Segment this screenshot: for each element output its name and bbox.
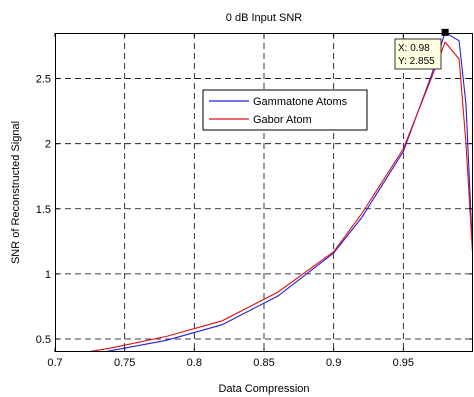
y-tick-label: 1.5	[36, 204, 51, 216]
data-tip-marker[interactable]	[441, 28, 449, 36]
series-line-0	[99, 33, 473, 352]
legend: Gammatone Atoms Gabor Atom	[202, 89, 368, 131]
ticks: 0.7 0.75 0.8 0.85 0.9 0.95 0.5 1 1.5 2 2.5	[36, 33, 473, 369]
x-tick-label: 0.8	[187, 357, 202, 369]
series-layer	[83, 33, 473, 352]
data-tip-box	[394, 38, 442, 70]
data-tip[interactable]: X: 0.98 Y: 2.855	[394, 28, 449, 70]
x-axis-label: Data Compression	[218, 383, 309, 395]
x-tick-label: 0.9	[326, 357, 341, 369]
legend-box	[202, 89, 368, 131]
y-tick-label: 2.5	[36, 74, 51, 86]
y-axis-label: SNR of Reconstructed Signal	[10, 121, 22, 264]
y-tick-label: 2	[45, 139, 51, 151]
legend-label-gabor: Gabor Atom	[253, 114, 312, 126]
data-tip-x: X: 0.98	[398, 43, 430, 54]
x-tick-label: 0.7	[47, 357, 62, 369]
x-tick-label: 0.75	[114, 357, 135, 369]
data-tip-y: Y: 2.855	[398, 56, 435, 67]
x-tick-label: 0.85	[253, 357, 274, 369]
y-tick-label: 1	[45, 269, 51, 281]
legend-label-gammatone: Gammatone Atoms	[253, 96, 348, 108]
y-tick-label: 0.5	[36, 334, 51, 346]
x-tick-label: 0.95	[393, 357, 414, 369]
chart-title: 0 dB Input SNR	[226, 12, 302, 24]
series-line-1	[83, 41, 473, 352]
